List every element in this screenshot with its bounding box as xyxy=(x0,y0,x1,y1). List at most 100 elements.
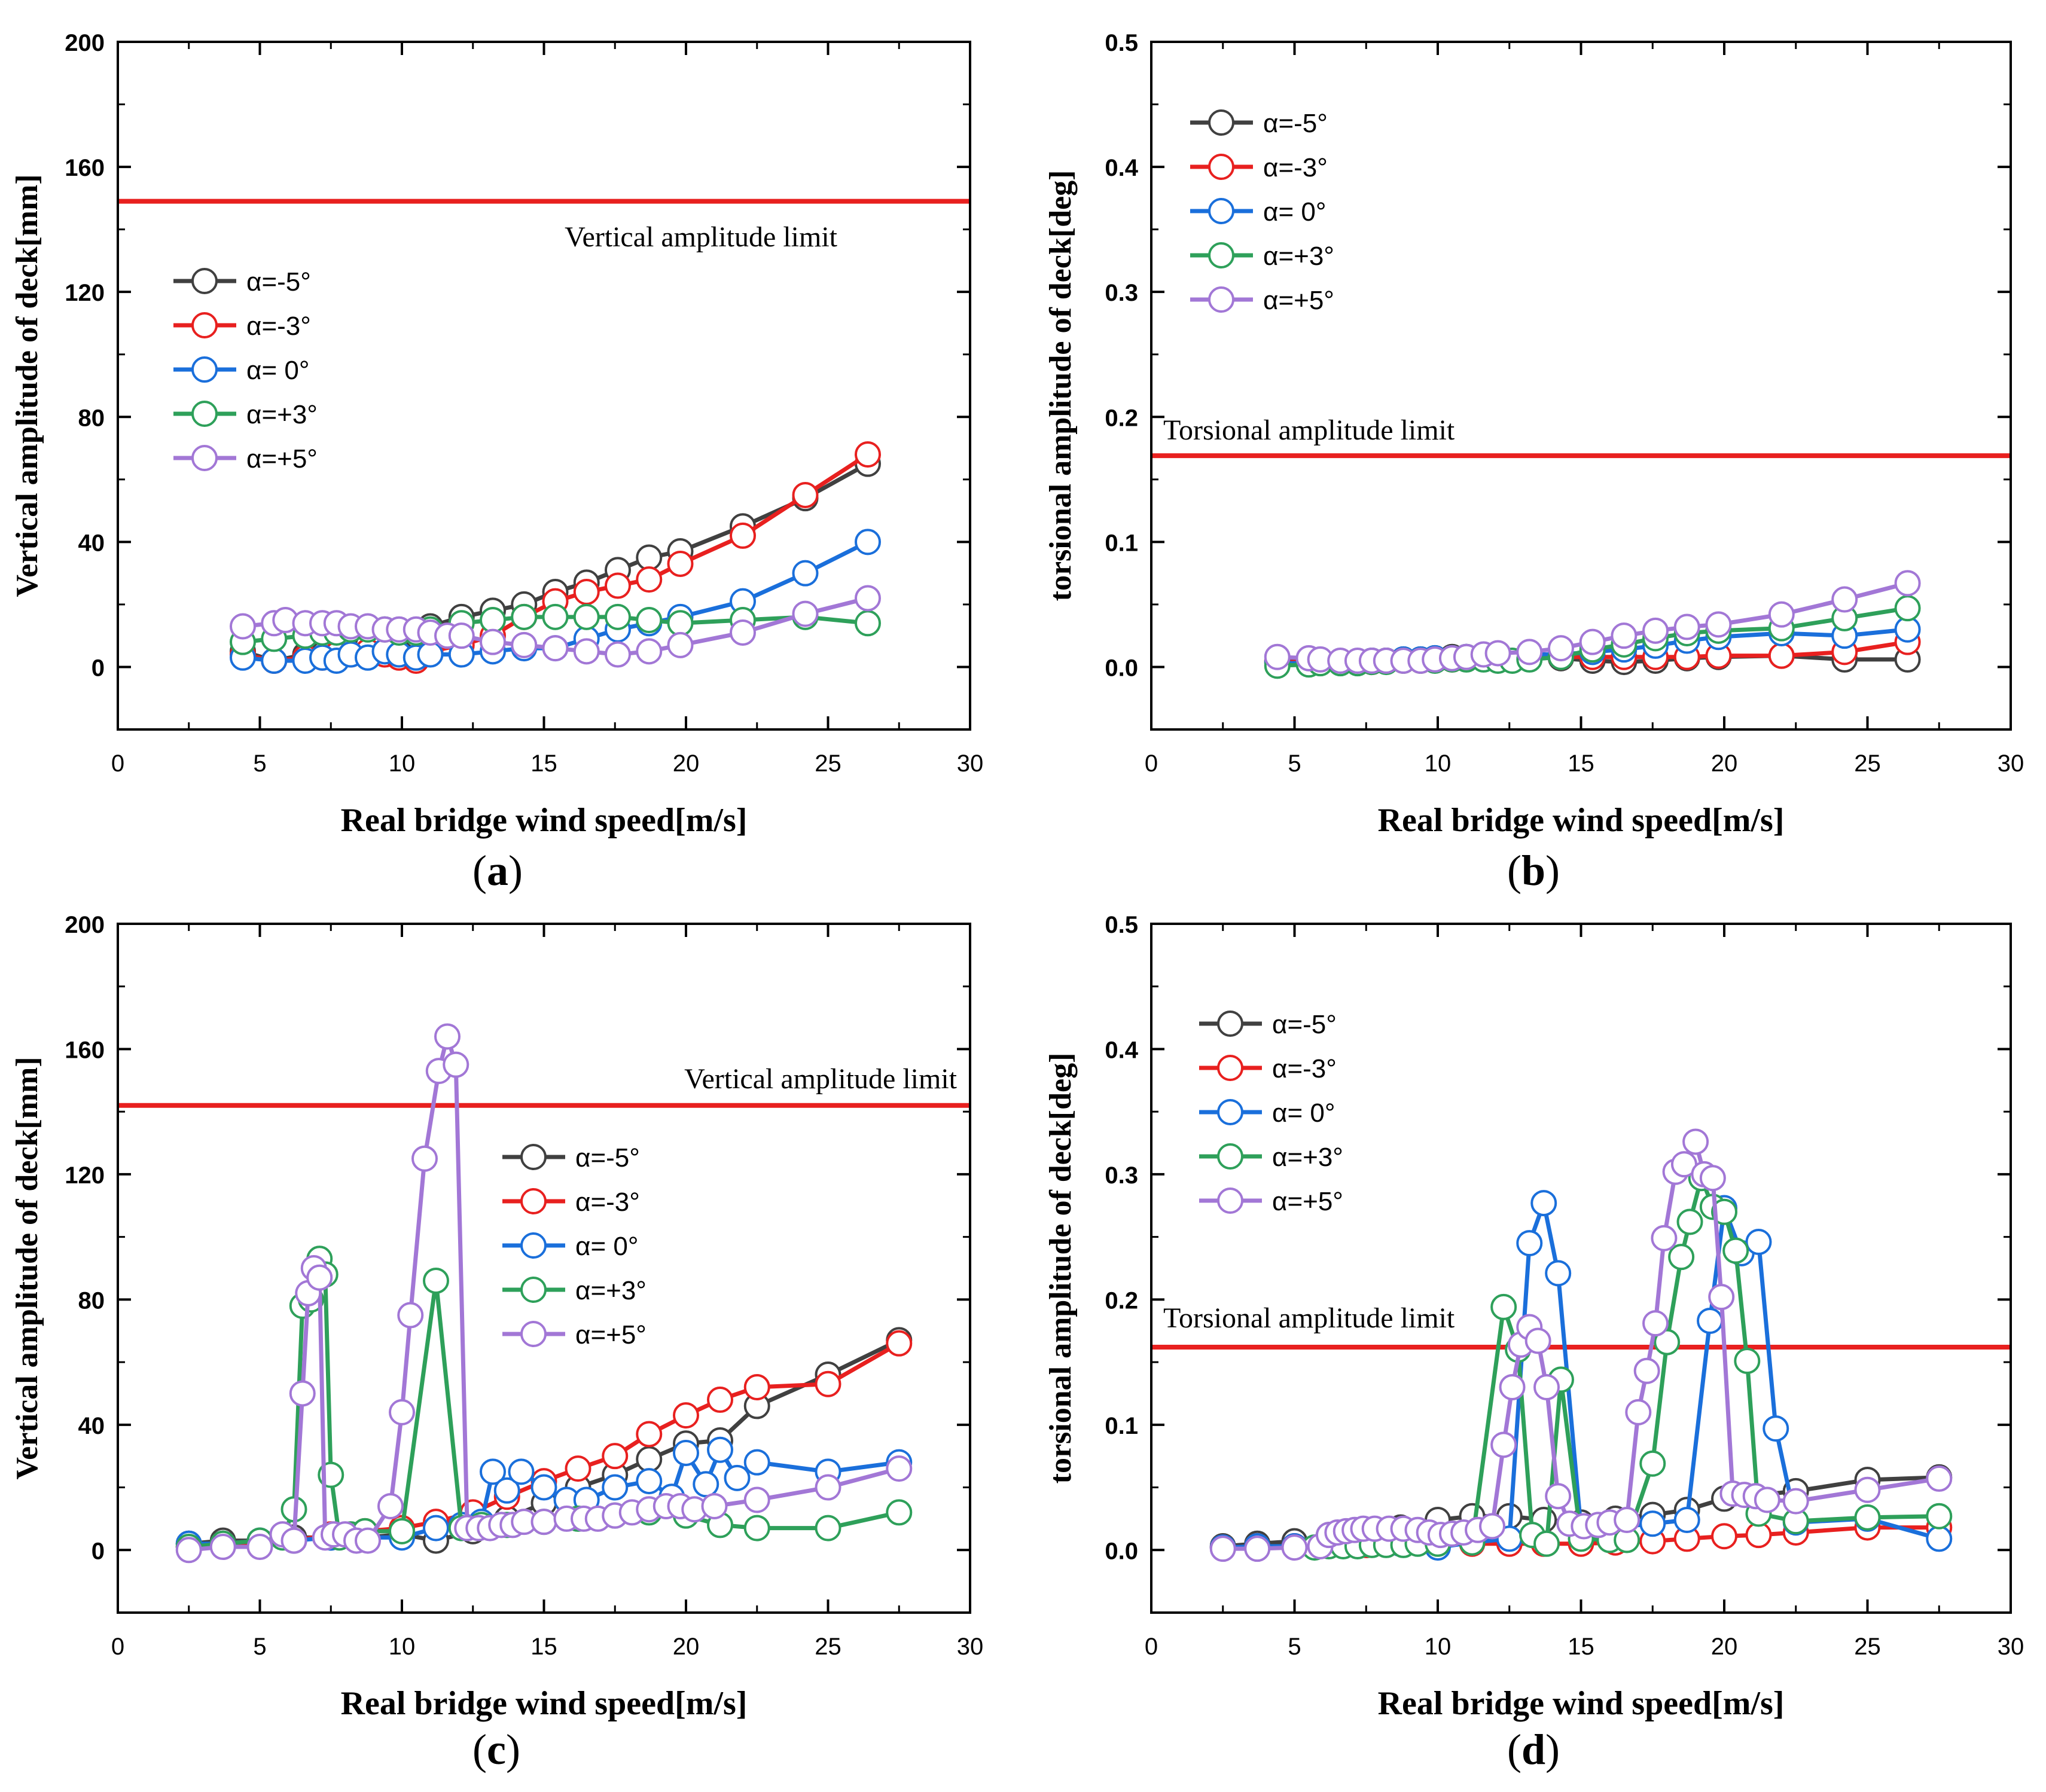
data-point xyxy=(411,1145,438,1172)
legend-marker xyxy=(520,1232,547,1259)
series xyxy=(1264,570,1921,674)
data-point xyxy=(1479,1513,1506,1540)
data-point xyxy=(389,1399,415,1425)
legend-marker xyxy=(1208,109,1234,136)
data-point xyxy=(707,1436,733,1463)
legend-marker xyxy=(520,1144,547,1170)
data-point xyxy=(855,610,881,637)
data-point xyxy=(1708,1284,1735,1311)
legend-label: α=+5° xyxy=(246,444,318,474)
chart-a: 0 5 10 15 20 25 30 0 40 80 120 160 200 Real bridge wi… xyxy=(10,30,983,839)
data-point xyxy=(636,544,663,571)
data-point xyxy=(573,638,600,665)
legend-item: α=+5° xyxy=(173,444,318,474)
legend-label: α=-5° xyxy=(246,267,311,297)
legend-marker xyxy=(1217,1099,1243,1125)
y-tick-label: 0.5 xyxy=(1105,30,1138,56)
legend-marker xyxy=(1208,198,1234,224)
legend-marker xyxy=(1217,1187,1243,1214)
x-tick-label: 30 xyxy=(957,1634,984,1660)
data-point xyxy=(289,1380,316,1407)
legend-marker xyxy=(1217,1143,1243,1170)
legend-label: α= 0° xyxy=(1263,197,1326,227)
chart-d: 0 5 10 15 20 25 30 0.0 0.1 0.2 0.3 0.4 0.5 Real bridg… xyxy=(1044,912,2024,1722)
data-point xyxy=(1782,1488,1809,1515)
data-point xyxy=(730,619,756,646)
legend-marker xyxy=(1217,1011,1243,1037)
data-point xyxy=(1854,1504,1881,1531)
data-point xyxy=(707,1386,733,1413)
data-point xyxy=(1639,1510,1666,1537)
legend-marker xyxy=(191,268,218,294)
data-point xyxy=(1611,622,1638,649)
data-point xyxy=(636,1421,663,1448)
panel-label-c: (c) xyxy=(472,1726,520,1773)
data-point xyxy=(1831,586,1858,613)
y-tick-label: 200 xyxy=(65,912,105,938)
data-point xyxy=(480,628,506,655)
data-point xyxy=(605,641,631,668)
data-point xyxy=(1668,1244,1695,1271)
legend-item: α=-3° xyxy=(1199,1054,1337,1083)
data-point xyxy=(1894,570,1921,597)
data-point xyxy=(1754,1486,1780,1513)
data-point xyxy=(1676,1208,1703,1235)
data-point xyxy=(667,550,694,577)
x-tick-label: 15 xyxy=(530,750,557,777)
data-point xyxy=(1545,1260,1572,1287)
data-point xyxy=(1547,635,1574,662)
legend-label: α=+3° xyxy=(246,400,318,429)
x-axis-label: Real bridge wind speed[m/s] xyxy=(341,1685,748,1722)
y-tick-label: 0 xyxy=(92,1538,105,1564)
legend-label: α= 0° xyxy=(575,1232,638,1261)
data-point xyxy=(1768,601,1795,628)
legend-item: α=-5° xyxy=(173,267,311,297)
data-point xyxy=(443,1051,469,1078)
x-axis-label: Real bridge wind speed[m/s] xyxy=(341,802,748,839)
limit-label: Vertical amplitude limit xyxy=(565,221,838,253)
data-point xyxy=(542,603,569,630)
legend-item: α=+3° xyxy=(1190,242,1334,271)
legend-item: α=-3° xyxy=(1190,153,1328,182)
x-tick-label: 30 xyxy=(1998,750,2024,777)
legend-item: α=+5° xyxy=(502,1320,647,1350)
y-tick-label: 120 xyxy=(65,280,105,306)
legend-item: α= 0° xyxy=(173,356,309,385)
data-point xyxy=(1711,1198,1737,1225)
data-point xyxy=(1516,1230,1543,1257)
legend-label: α=+3° xyxy=(1263,242,1334,271)
x-tick-label: 15 xyxy=(530,1634,557,1660)
data-point xyxy=(743,1449,770,1476)
data-point xyxy=(246,1534,273,1561)
data-point xyxy=(1722,1237,1749,1264)
limit-label: Torsional amplitude limit xyxy=(1163,414,1455,446)
data-point xyxy=(1697,1307,1724,1334)
data-point xyxy=(397,1302,424,1329)
data-point xyxy=(1745,1229,1772,1256)
data-point xyxy=(1490,1293,1517,1320)
data-point xyxy=(1530,1190,1557,1217)
data-point xyxy=(511,603,538,630)
data-point xyxy=(673,1439,699,1466)
data-point xyxy=(355,1527,381,1554)
data-point xyxy=(1768,642,1795,669)
data-point xyxy=(1490,1431,1517,1458)
legend-marker xyxy=(191,312,218,338)
data-point xyxy=(423,1267,449,1294)
series xyxy=(230,585,881,668)
legend-item: α=-5° xyxy=(1199,1010,1337,1039)
panel-label-d: (d) xyxy=(1507,1726,1560,1773)
data-point xyxy=(855,529,881,555)
x-tick-label: 20 xyxy=(673,1634,700,1660)
y-axis-label: Vertical amplitude of deck[mm] xyxy=(10,174,44,597)
y-axis-label: torsional amplitude of deck[deg] xyxy=(1044,170,1078,602)
legend-label: α=-3° xyxy=(1272,1054,1337,1083)
legend-item: α= 0° xyxy=(1190,197,1326,227)
data-point xyxy=(508,1458,535,1485)
legend-marker xyxy=(1208,242,1234,268)
legend-label: α=+5° xyxy=(1263,286,1334,315)
data-point xyxy=(1673,1507,1700,1534)
data-point xyxy=(1639,1450,1666,1477)
data-point xyxy=(693,1471,719,1498)
data-point xyxy=(389,1518,415,1544)
